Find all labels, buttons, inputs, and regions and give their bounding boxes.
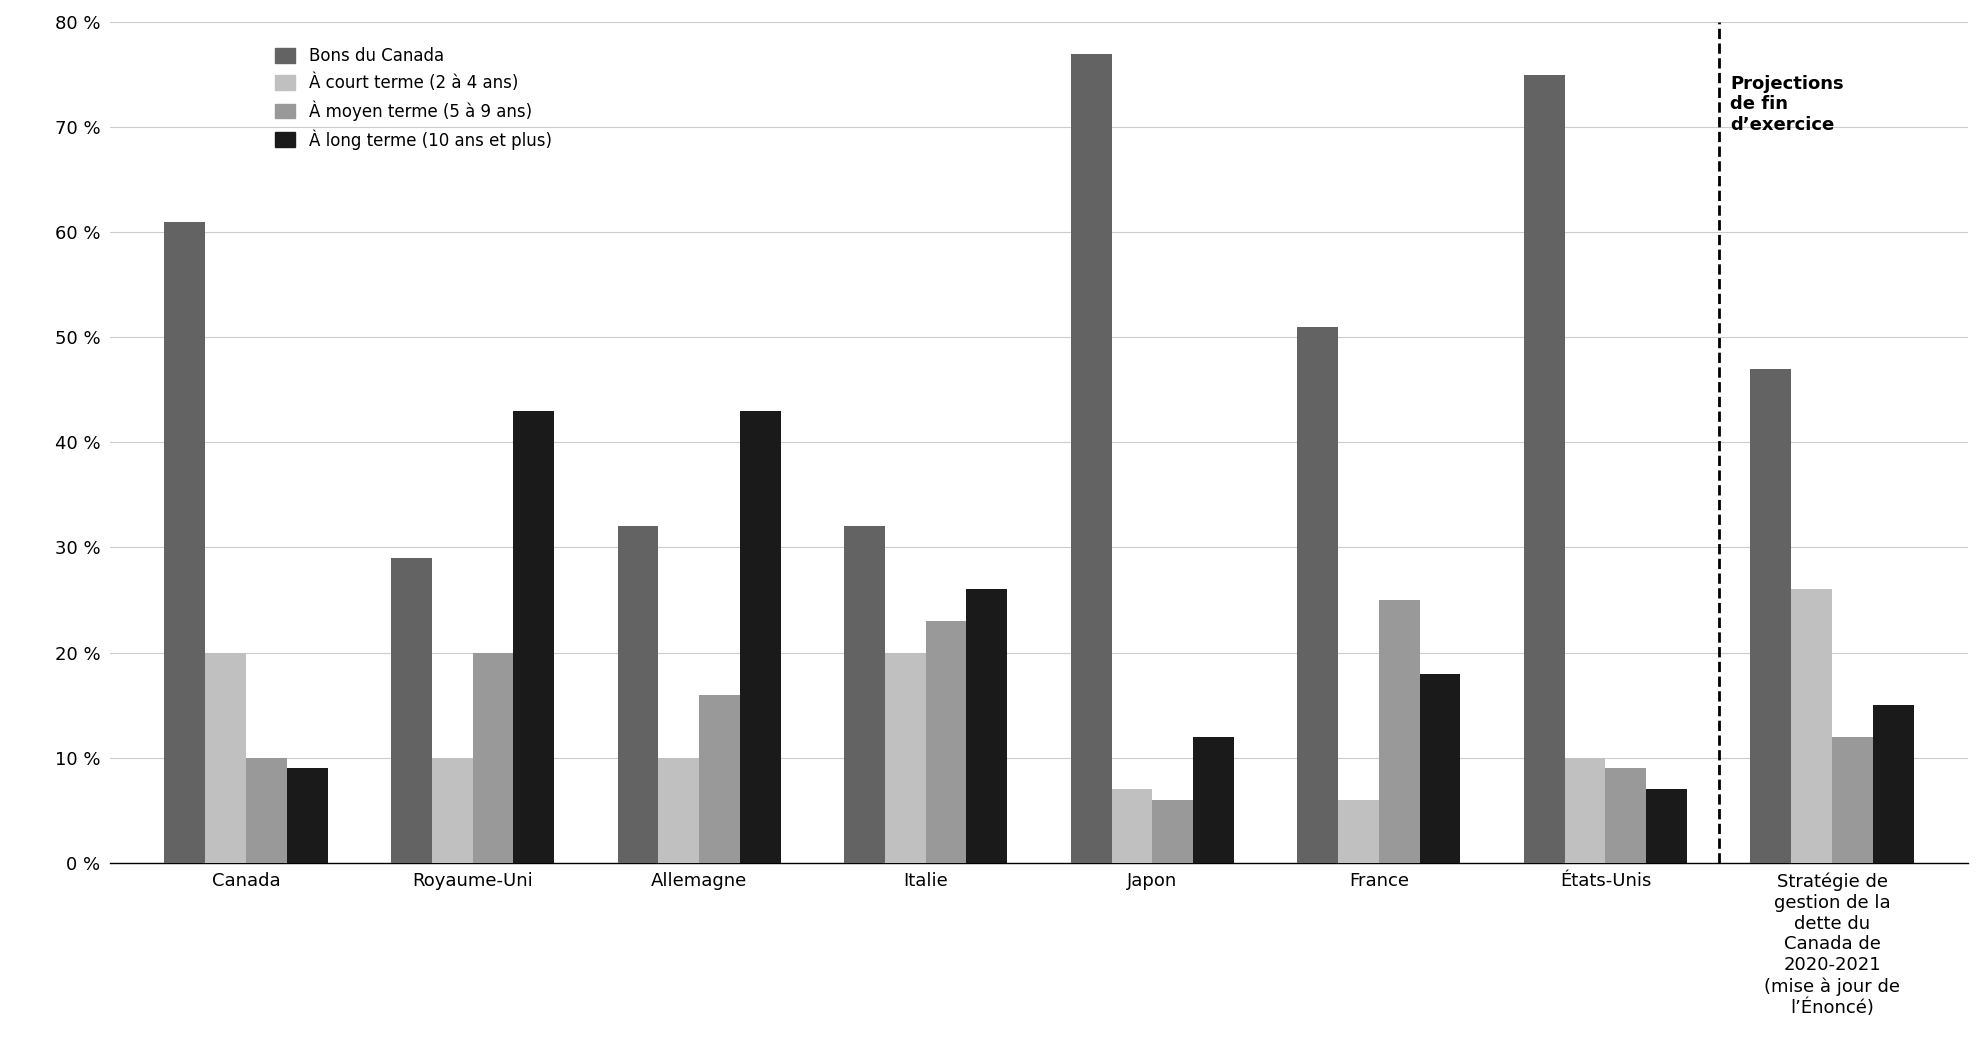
Text: Projections
de fin
d’exercice: Projections de fin d’exercice [1728,75,1843,134]
Bar [700,695,739,862]
Bar [1564,757,1605,862]
Bar [1152,799,1193,862]
Bar [1522,75,1564,862]
Bar [1790,590,1831,862]
Bar [246,757,287,862]
Bar [165,222,204,862]
Bar [739,411,781,862]
Bar [1338,799,1377,862]
Bar [1750,369,1790,862]
Bar [1645,789,1687,862]
Bar [965,590,1007,862]
Legend: Bons du Canada, À court terme (2 à 4 ans), À moyen terme (5 à 9 ans), À long ter: Bons du Canada, À court terme (2 à 4 ans… [268,39,559,158]
Bar [1831,737,1871,862]
Bar [1193,737,1233,862]
Bar [1419,674,1459,862]
Bar [616,526,658,862]
Bar [472,653,513,862]
Bar [658,757,700,862]
Bar [1377,600,1419,862]
Bar [513,411,553,862]
Bar [1605,768,1645,862]
Bar [1871,706,1913,862]
Bar [926,621,965,862]
Bar [390,558,432,862]
Bar [1070,54,1112,862]
Bar [1112,789,1152,862]
Bar [204,653,246,862]
Bar [1296,326,1338,862]
Bar [884,653,926,862]
Bar [844,526,884,862]
Bar [432,757,472,862]
Bar [287,768,327,862]
